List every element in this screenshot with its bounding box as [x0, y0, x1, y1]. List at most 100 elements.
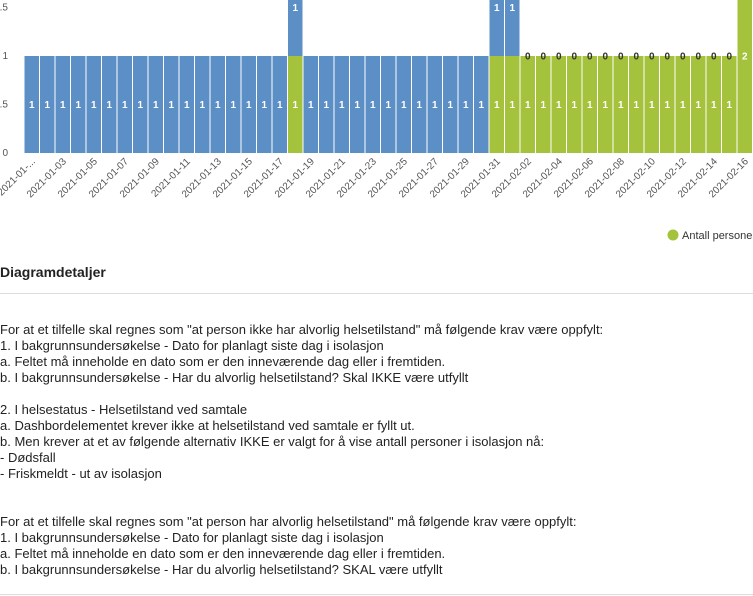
text-line: b. I bakgrunnsundersøkelse - Har du alvo… [0, 562, 443, 577]
bar-segment [613, 56, 628, 153]
y-tick-label: 1.5 [0, 3, 8, 14]
bar-segment [288, 56, 303, 153]
text-line: 2. I helsestatus - Helsetilstand ved sam… [0, 402, 248, 417]
data-label: 1 [370, 100, 376, 111]
legend-label: Antall persone [682, 230, 752, 242]
data-label: 1 [618, 100, 624, 111]
data-label: 1 [680, 100, 686, 111]
data-label: 1 [168, 100, 174, 111]
bar-segment [381, 56, 396, 153]
bar-segment [55, 56, 70, 153]
data-label: 1 [478, 100, 484, 111]
data-label: 1 [60, 100, 66, 111]
data-label: 1 [122, 100, 128, 111]
bar-segment [86, 56, 101, 153]
data-label: 1 [261, 100, 267, 111]
bar-segment [40, 56, 55, 153]
data-label: 1 [556, 100, 562, 111]
bar-segment [24, 56, 39, 153]
bar-segment [365, 56, 380, 153]
data-label: 1 [509, 100, 515, 111]
data-label: 1 [292, 100, 298, 111]
data-label: 1 [215, 100, 221, 111]
bar-segment [350, 56, 365, 153]
bar-segment [520, 56, 535, 153]
data-label: 1 [540, 100, 546, 111]
y-tick-label: 0 [2, 148, 8, 159]
data-label: 1 [633, 100, 639, 111]
bar-segment [582, 56, 597, 153]
bar-segment [567, 56, 582, 153]
data-label: 1 [184, 100, 190, 111]
bar-segment [226, 56, 241, 153]
data-label: 1 [494, 3, 500, 14]
data-label: 0 [633, 52, 639, 63]
paragraph: For at et tilfelle skal regnes som "at p… [0, 514, 753, 578]
data-label: 0 [726, 52, 732, 63]
data-label: 1 [602, 100, 608, 111]
bar-segment [102, 56, 117, 153]
data-label: 0 [540, 52, 546, 63]
data-label: 1 [44, 100, 50, 111]
data-label: 0 [556, 52, 562, 63]
bar-segment [179, 56, 194, 153]
data-label: 1 [401, 100, 407, 111]
bar-segment [629, 56, 644, 153]
data-label: 1 [463, 100, 469, 111]
data-label: 0 [680, 52, 686, 63]
y-tick-label: 0.5 [0, 100, 8, 111]
data-label: 1 [277, 100, 283, 111]
data-label: 1 [509, 3, 515, 14]
bar-segment [598, 56, 613, 153]
bar-segment [272, 56, 287, 153]
bar-segment [443, 56, 458, 153]
data-label: 0 [618, 52, 624, 63]
data-label: 1 [416, 100, 422, 111]
bar-segment [288, 0, 303, 56]
bar-segment [489, 56, 504, 153]
bar-segment [474, 56, 489, 153]
bar-segment [505, 56, 520, 153]
data-label: 1 [29, 100, 35, 111]
text-line: For at et tilfelle skal regnes som "at p… [0, 322, 604, 337]
data-label: 1 [199, 100, 205, 111]
legend-marker [667, 229, 679, 241]
data-label: 0 [711, 52, 717, 63]
data-label: 1 [75, 100, 81, 111]
data-label: 1 [230, 100, 236, 111]
data-label: 1 [726, 100, 732, 111]
bar-segment [303, 56, 318, 153]
text-line: b. I bakgrunnsundersøkelse - Har du alvo… [0, 370, 469, 385]
data-label: 1 [525, 100, 531, 111]
data-label: 0 [571, 52, 577, 63]
text-line: - Friskmeldt - ut av isolasjon [0, 466, 162, 481]
bar-segment [722, 56, 737, 153]
data-label: 1 [323, 100, 329, 111]
text-line: a. Feltet må inneholde en dato som er de… [0, 354, 446, 369]
bar-segment [133, 56, 148, 153]
bar-segment [551, 56, 566, 153]
data-label: 1 [494, 100, 500, 111]
data-label: 1 [339, 100, 345, 111]
bar-segment [706, 56, 721, 153]
chart-details: Diagramdetaljer For at et tilfelle skal … [0, 252, 753, 595]
bar-segment [334, 56, 349, 153]
bar-segment [396, 56, 411, 153]
bar-segment [737, 0, 752, 153]
bar-segment [458, 56, 473, 153]
bar-segment [210, 56, 225, 153]
bar-segment [241, 56, 256, 153]
data-label: 0 [587, 52, 593, 63]
bar-segment [536, 56, 551, 153]
bar-segment [257, 56, 272, 153]
data-label: 1 [153, 100, 159, 111]
data-label: 0 [602, 52, 608, 63]
data-label: 1 [106, 100, 112, 111]
bar-segment [148, 56, 163, 153]
bar-segment [195, 56, 210, 153]
details-text: For at et tilfelle skal regnes som "at p… [0, 294, 753, 578]
text-line: b. Men krever at et av følgende alternat… [0, 434, 545, 449]
details-title: Diagramdetaljer [0, 252, 753, 294]
data-label: 0 [649, 52, 655, 63]
y-tick-label: 1 [2, 51, 8, 62]
